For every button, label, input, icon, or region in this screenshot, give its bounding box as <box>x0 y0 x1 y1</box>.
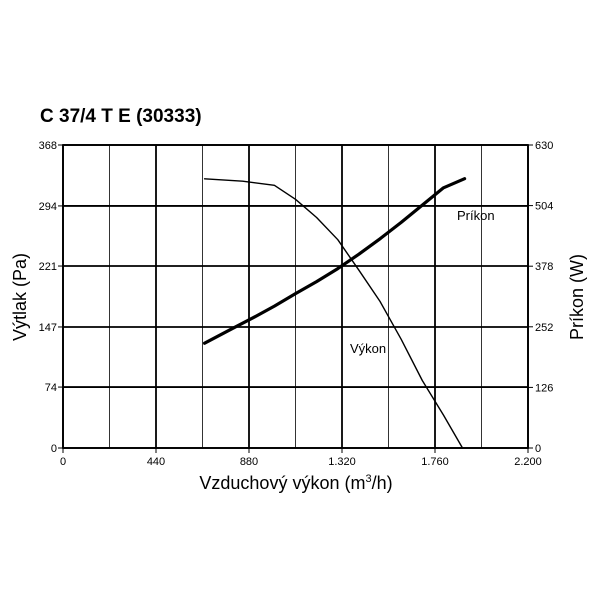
x-axis-label-main: Vzduchový výkon (m <box>199 473 365 493</box>
y-right-tick-label: 504 <box>535 201 553 213</box>
chart-title: C 37/4 T E (30333) <box>40 106 202 127</box>
series-line-vykon <box>203 178 464 449</box>
y-right-tick-label: 378 <box>535 261 553 273</box>
x-axis-label-superscript: 3 <box>365 473 371 485</box>
plot-frame <box>62 144 529 449</box>
x-tick-label: 440 <box>147 456 165 468</box>
grid <box>62 144 529 449</box>
y-axis-left-label: Výtlak (Pa) <box>10 253 30 341</box>
y-right-tick-label: 126 <box>535 382 553 394</box>
series-line-prikon <box>203 177 467 345</box>
y-left-tick-label: 0 <box>51 443 57 455</box>
x-tick-label: 1.320 <box>328 456 356 468</box>
series-label-prikon: Príkon <box>457 208 495 223</box>
x-tick-label: 1.760 <box>421 456 449 468</box>
y-right-tick-label: 252 <box>535 322 553 334</box>
y-left-tick-label: 147 <box>39 322 57 334</box>
y-left-tick-label: 368 <box>39 140 57 152</box>
y-left-tick-label: 74 <box>45 382 57 394</box>
x-tick-label: 2.200 <box>514 456 542 468</box>
y-right-tick-label: 0 <box>535 443 541 455</box>
x-axis-label-end: /h) <box>372 473 393 493</box>
series <box>203 177 467 449</box>
x-tick-label: 880 <box>240 456 258 468</box>
tick-labels: 0 440 880 1.320 1.760 2.200074147221294368012… <box>39 140 554 468</box>
axes <box>58 144 533 453</box>
x-axis-label: Vzduchový výkon (m3/h) <box>199 473 392 493</box>
y-right-tick-label: 630 <box>535 140 553 152</box>
y-left-tick-label: 294 <box>39 201 57 213</box>
x-tick-label: 0 <box>60 456 66 468</box>
y-left-tick-label: 221 <box>39 261 57 273</box>
y-axis-right-label: Príkon (W) <box>567 254 587 340</box>
series-label-vykon: Výkon <box>350 341 386 356</box>
